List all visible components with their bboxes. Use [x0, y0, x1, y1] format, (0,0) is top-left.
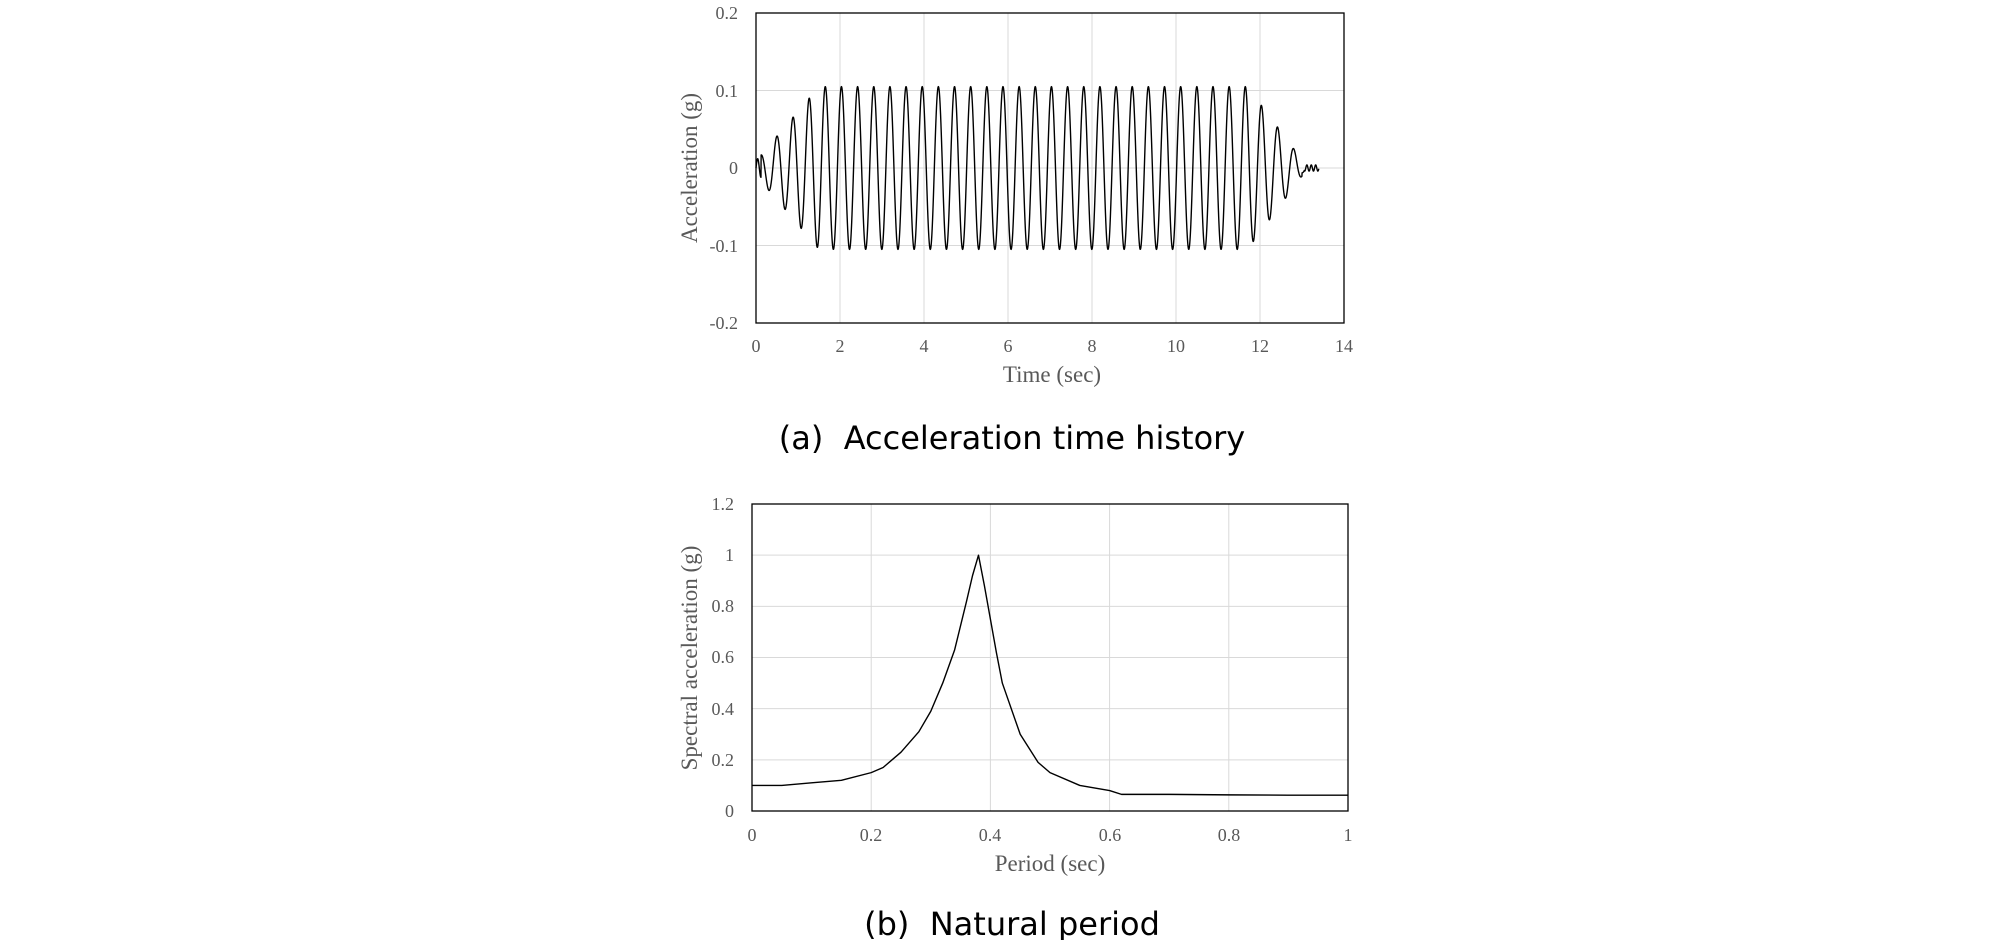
chart-b-y-tick: 0.4: [712, 699, 735, 719]
chart-b-x-tick: 0.8: [1218, 825, 1241, 845]
chart-b-y-tick: 0: [725, 801, 734, 821]
chart-a-y-tick: -0.1: [710, 236, 739, 256]
chart-b-x-tick: 0.2: [860, 825, 883, 845]
chart-b-x-tick: 1: [1344, 825, 1353, 845]
acceleration-time-history-chart: 0.2 0.1 0 -0.1 -0.2 0 2 4 6 8 10 12 14 T…: [677, 3, 1353, 457]
chart-b-caption: (b) Natural period: [864, 905, 1160, 940]
chart-a-x-tick: 0: [752, 336, 761, 356]
chart-a-x-tick: 10: [1167, 336, 1185, 356]
chart-a-x-tick: 4: [920, 336, 929, 356]
acceleration-series-line: [755, 85, 1320, 251]
chart-a-x-tick: 8: [1088, 336, 1097, 356]
chart-b-y-tick: 1.2: [712, 494, 735, 514]
chart-b-gridlines: [752, 504, 1348, 811]
chart-a-caption: (a) Acceleration time history: [779, 419, 1245, 457]
chart-a-y-tick: 0.2: [716, 3, 739, 23]
chart-b-y-tick: 0.2: [712, 750, 735, 770]
chart-b-y-tick: 0.6: [712, 647, 735, 667]
chart-b-x-tick: 0: [748, 825, 757, 845]
chart-b-y-tick: 1: [725, 545, 734, 565]
chart-a-x-tick: 12: [1251, 336, 1269, 356]
spectral-acceleration-series-line: [752, 554, 1348, 796]
chart-a-x-tick: 6: [1004, 336, 1013, 356]
natural-period-chart: 1.2 1 0.8 0.6 0.4 0.2 0 0 0.2 0.4 0.6 0.…: [677, 494, 1353, 940]
chart-a-y-axis-title: Acceleration (g): [677, 93, 702, 243]
chart-a-gridlines: [756, 13, 1344, 323]
chart-a-x-axis-title: Time (sec): [1003, 362, 1101, 387]
chart-a-y-tick: 0.1: [716, 81, 739, 101]
chart-a-x-tick: 2: [836, 336, 845, 356]
chart-a-x-tick: 14: [1335, 336, 1353, 356]
chart-b-y-axis-title: Spectral acceleration (g): [677, 546, 702, 771]
chart-b-y-tick: 0.8: [712, 596, 735, 616]
chart-b-x-axis-title: Period (sec): [995, 851, 1106, 876]
chart-b-x-tick: 0.6: [1099, 825, 1122, 845]
chart-b-plot-frame: [751, 503, 1349, 812]
chart-b-x-tick: 0.4: [979, 825, 1002, 845]
chart-a-y-tick: 0: [729, 158, 738, 178]
chart-a-y-tick: -0.2: [710, 313, 739, 333]
